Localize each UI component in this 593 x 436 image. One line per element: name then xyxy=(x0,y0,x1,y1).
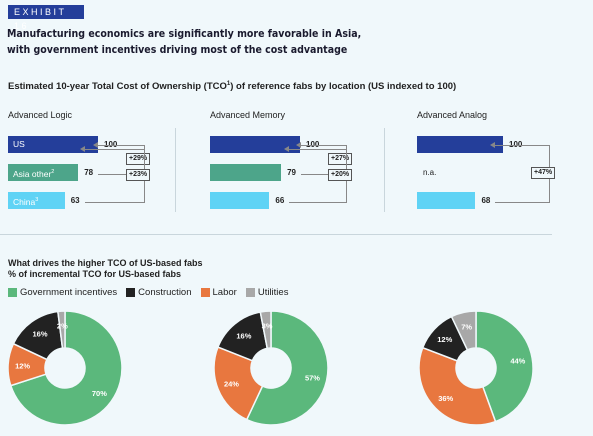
bar-category-label: US xyxy=(8,136,25,153)
donut-value-label: 36% xyxy=(438,394,453,403)
exhibit-badge: EXHIBIT 16 xyxy=(8,5,84,19)
donut-slice-labor xyxy=(419,348,495,425)
donut-slice-utilities xyxy=(452,311,476,350)
section-divider xyxy=(0,234,552,235)
legend-swatch xyxy=(126,288,135,297)
donut-value-label: 57% xyxy=(305,373,320,382)
donut-slice-utilities xyxy=(260,311,271,348)
delta-badge: +20% xyxy=(328,169,352,181)
donut-value-label: 16% xyxy=(236,331,251,340)
panel-title-logic: Advanced Logic xyxy=(8,110,72,120)
chart-subhead: Estimated 10-year Total Cost of Ownershi… xyxy=(8,81,456,92)
donut-value-label: 2% xyxy=(57,322,68,331)
donut-value-label: 12% xyxy=(15,361,30,370)
bar-asia-other xyxy=(210,164,281,181)
headline: Manufacturing economics are significantl… xyxy=(7,26,368,58)
bar-category-label: China3 xyxy=(8,192,38,211)
drivers-title: What drives the higher TCO of US-based f… xyxy=(8,258,203,280)
subhead-text: Estimated 10-year Total Cost of Ownershi… xyxy=(8,81,227,92)
donut-slice-construction xyxy=(423,317,468,361)
legend-label: Labor xyxy=(213,287,237,298)
legend-label: Government incentives xyxy=(20,287,117,298)
legend-label: Utilities xyxy=(258,287,289,298)
bar-category-label: Asia other2 xyxy=(8,164,54,183)
delta-arrowhead xyxy=(80,146,85,152)
donut-slice-government-incentives xyxy=(247,311,328,425)
donut-value-label: 3% xyxy=(262,322,273,331)
donut-value-label: 7% xyxy=(461,323,472,332)
legend-swatch xyxy=(246,288,255,297)
donut-value-label: 16% xyxy=(33,330,48,339)
legend-item-utilities: Utilities xyxy=(246,287,289,298)
headline-line-1: Manufacturing economics are significantl… xyxy=(7,26,368,42)
delta-arrowhead xyxy=(284,146,289,152)
subhead-tail: ) of reference fabs by location (US inde… xyxy=(230,81,456,92)
panel-divider xyxy=(384,128,385,212)
drivers-subtitle-line: % of incremental TCO for US-based fabs xyxy=(8,269,203,280)
donut-value-label: 70% xyxy=(92,389,107,398)
delta-badge: +47% xyxy=(531,167,555,179)
panel-title-analog: Advanced Analog xyxy=(417,110,487,120)
bar-na-label: n.a. xyxy=(423,164,436,181)
drivers-title-line: What drives the higher TCO of US-based f… xyxy=(8,258,203,269)
donut-slice-construction xyxy=(13,311,62,359)
donut-value-label: 24% xyxy=(224,380,239,389)
bar-china xyxy=(210,192,269,209)
delta-arrowhead xyxy=(296,142,301,148)
bar-china xyxy=(417,192,475,209)
delta-arrowhead xyxy=(490,142,495,148)
legend-item-gov: Government incentives xyxy=(8,287,117,298)
delta-badge: +23% xyxy=(126,169,150,181)
donut-slice-government-incentives xyxy=(11,311,122,425)
donut-value-label: 44% xyxy=(510,357,525,366)
donut-slice-utilities xyxy=(58,311,65,348)
donut-slice-government-incentives xyxy=(476,311,533,422)
donut-slice-construction xyxy=(218,312,267,361)
legend-item-labor: Labor xyxy=(201,287,237,298)
donut-value-label: 12% xyxy=(437,335,452,344)
bar-value-label: 63 xyxy=(71,192,80,209)
legend: Government incentives Construction Labor… xyxy=(8,287,288,298)
legend-swatch xyxy=(201,288,210,297)
panel-title-memory: Advanced Memory xyxy=(210,110,285,120)
headline-line-2: with government incentives driving most … xyxy=(7,42,368,58)
legend-label: Construction xyxy=(138,287,191,298)
legend-swatch xyxy=(8,288,17,297)
legend-item-construction: Construction xyxy=(126,287,191,298)
donut-slice-labor xyxy=(8,344,47,386)
panel-divider xyxy=(175,128,176,212)
bar-value-label: 66 xyxy=(275,192,284,209)
donut-slice-labor xyxy=(214,347,262,420)
delta-arrowhead xyxy=(93,142,98,148)
bar-value-label: 68 xyxy=(481,192,490,209)
